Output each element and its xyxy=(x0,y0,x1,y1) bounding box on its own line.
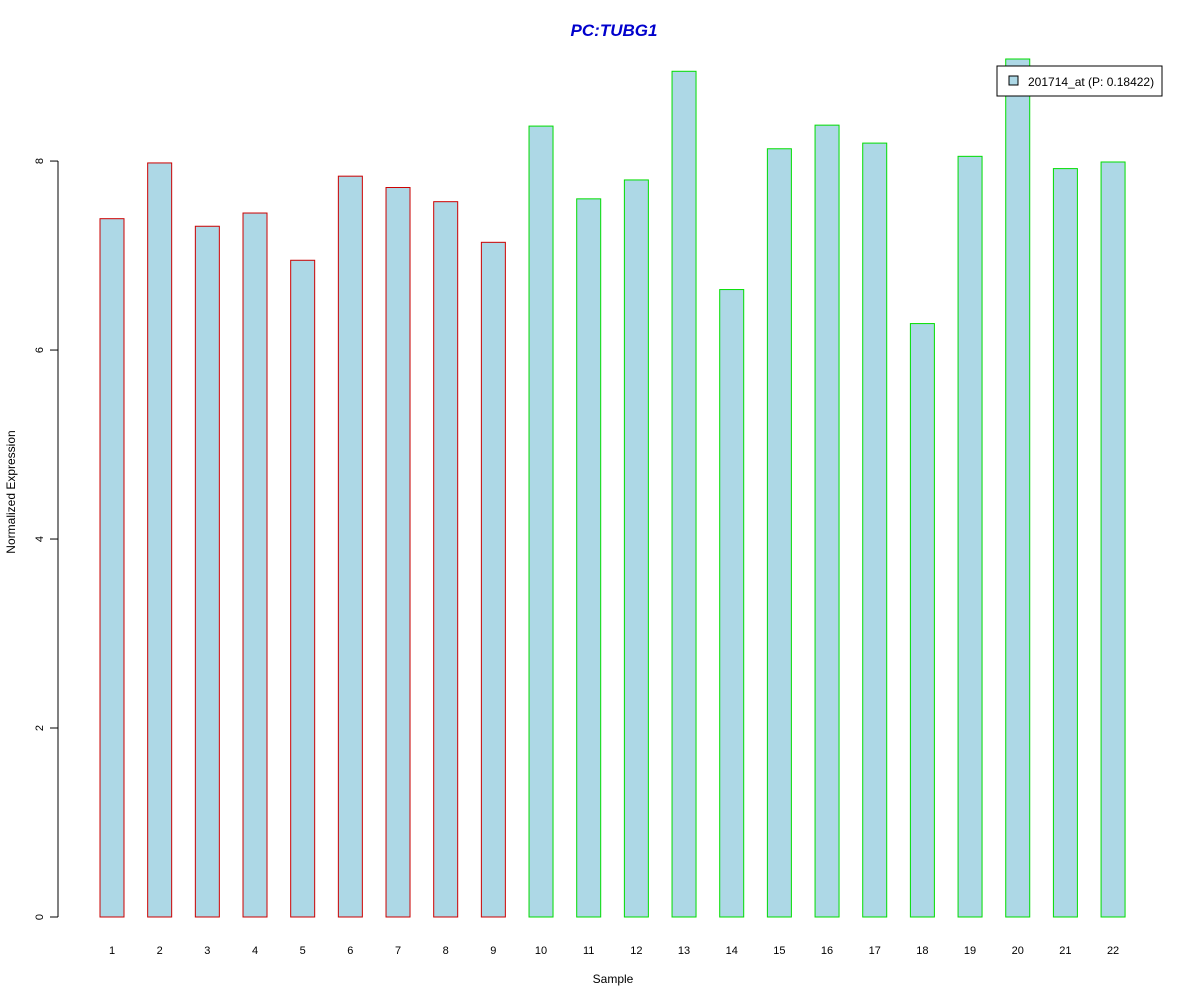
y-axis-label: Normalized Expression xyxy=(4,430,18,553)
x-tick-label: 18 xyxy=(916,945,928,957)
x-axis-tick-labels: 1 2 3 4 5 6 7 8 9 10 11 12 13 14 15 16 17 18 19 20 21 22 xyxy=(109,945,1119,957)
bar xyxy=(528,125,554,918)
x-tick-label: 21 xyxy=(1059,945,1071,957)
x-tick-label: 1 xyxy=(109,945,115,957)
x-tick-label: 17 xyxy=(869,945,881,957)
bar xyxy=(1005,58,1031,918)
x-tick-label: 16 xyxy=(821,945,833,957)
bar xyxy=(1100,161,1126,918)
bar xyxy=(957,155,983,918)
bar xyxy=(862,142,888,918)
x-axis-label: Sample xyxy=(593,972,634,986)
x-tick-label: 3 xyxy=(204,945,210,957)
bar xyxy=(433,201,459,918)
bar xyxy=(480,241,506,918)
y-tick-label: 6 xyxy=(34,347,46,353)
y-tick-label: 2 xyxy=(34,725,46,731)
bar xyxy=(623,179,649,918)
x-tick-label: 6 xyxy=(347,945,353,957)
x-tick-label: 5 xyxy=(300,945,306,957)
bar xyxy=(671,70,697,918)
y-tick-label: 8 xyxy=(34,158,46,164)
x-tick-label: 4 xyxy=(252,945,258,957)
x-tick-label: 13 xyxy=(678,945,690,957)
x-tick-label: 15 xyxy=(773,945,785,957)
y-tick-label: 4 xyxy=(34,536,46,542)
legend-swatch xyxy=(1008,75,1019,86)
bar xyxy=(99,218,125,918)
bar xyxy=(766,148,792,918)
legend-box xyxy=(996,65,1163,97)
x-tick-label: 9 xyxy=(490,945,496,957)
x-tick-label: 2 xyxy=(157,945,163,957)
bars xyxy=(99,58,1126,918)
x-tick-label: 14 xyxy=(726,945,738,957)
x-tick-label: 22 xyxy=(1107,945,1119,957)
bar xyxy=(576,198,602,918)
bar xyxy=(719,289,745,918)
bar xyxy=(194,225,220,918)
bar xyxy=(242,212,268,918)
chart-title: PC:TUBG1 xyxy=(571,21,658,40)
bar xyxy=(814,124,840,918)
y-axis-ticks: 0 2 4 6 8 xyxy=(34,158,58,920)
bar xyxy=(290,259,316,918)
x-tick-label: 12 xyxy=(630,945,642,957)
x-tick-label: 11 xyxy=(583,945,594,957)
x-tick-label: 19 xyxy=(964,945,976,957)
legend-label: 201714_at (P: 0.18422) xyxy=(1028,75,1154,89)
bar xyxy=(909,323,935,918)
bar xyxy=(1052,168,1078,918)
x-tick-label: 8 xyxy=(443,945,449,957)
bar xyxy=(337,175,363,918)
x-tick-label: 7 xyxy=(395,945,401,957)
x-tick-label: 10 xyxy=(535,945,547,957)
bar xyxy=(147,162,173,918)
bar xyxy=(385,187,411,918)
x-tick-label: 20 xyxy=(1012,945,1024,957)
legend: 201714_at (P: 0.18422) xyxy=(996,65,1163,97)
y-tick-label: 0 xyxy=(34,914,46,920)
